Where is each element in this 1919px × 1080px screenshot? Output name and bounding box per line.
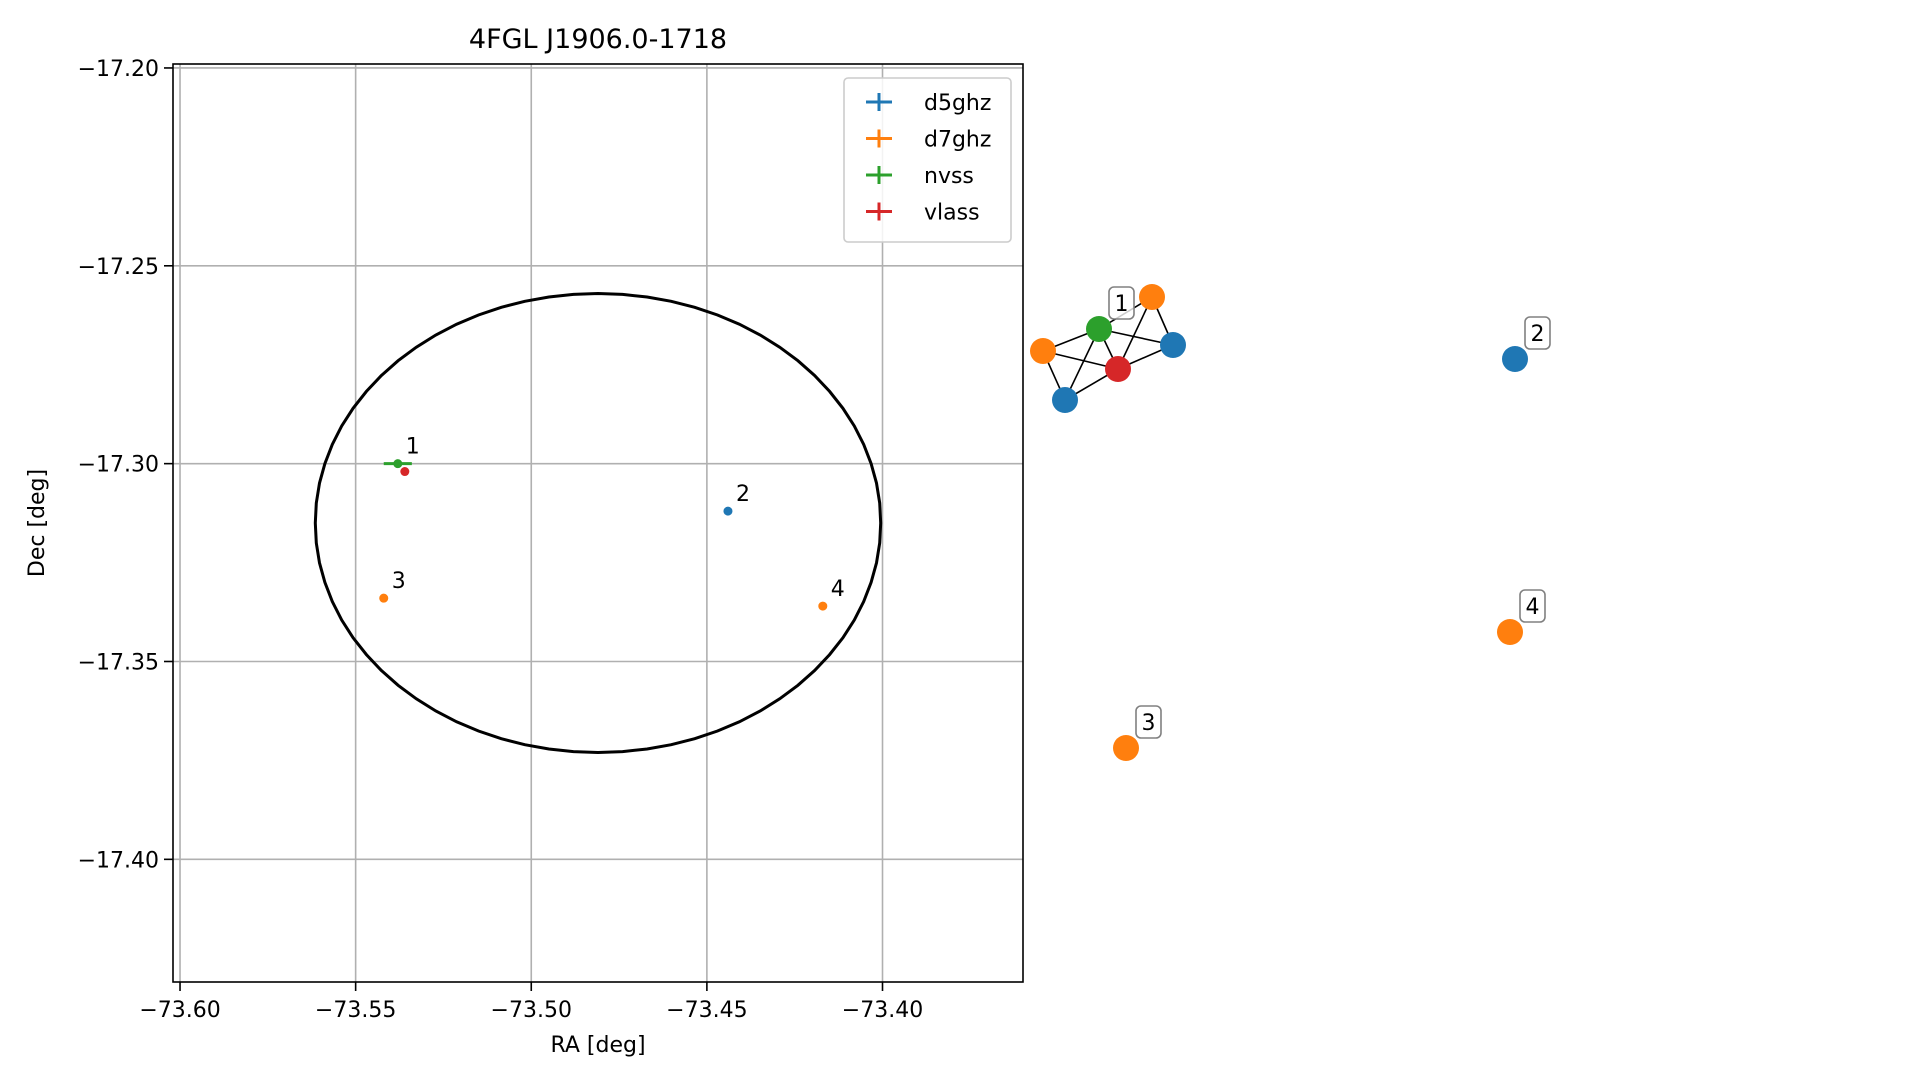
network-node (1139, 284, 1165, 310)
localization-ellipse (313, 291, 883, 755)
x-axis-label: RA [deg] (550, 1033, 645, 1058)
legend: d5ghz d7ghz nvss vlass (843, 77, 1012, 243)
legend-box (843, 77, 1012, 243)
x-tick-label: −73.45 (666, 998, 747, 1023)
point-labels: 2 3 4 1 (392, 435, 845, 602)
d5ghz-point (723, 506, 733, 516)
network-node (1160, 332, 1186, 358)
network-node (1497, 619, 1523, 645)
network-node (1030, 338, 1056, 364)
node-label: 3 (1142, 711, 1156, 736)
network-node (1502, 346, 1528, 372)
vlass-point (400, 467, 410, 477)
x-tick-label: −73.55 (315, 998, 396, 1023)
node-label: 1 (1115, 292, 1129, 317)
network-node (1052, 387, 1078, 413)
y-tick-label: −17.25 (78, 255, 159, 280)
d7ghz-point (379, 593, 389, 603)
network-nodes (1030, 284, 1528, 761)
point-label: 1 (406, 435, 420, 460)
x-tick-label: −73.50 (491, 998, 572, 1023)
node-label-box (1108, 286, 1135, 320)
point-label: 3 (392, 569, 406, 594)
grid (173, 64, 1023, 982)
x-tick-label: −73.60 (139, 998, 220, 1023)
point-label: 2 (736, 482, 750, 507)
node-label-box (1135, 705, 1162, 739)
node-label-box (1519, 589, 1546, 623)
x-ticks: −73.60 −73.55 −73.50 −73.45 −73.40 (139, 982, 923, 1023)
plot-frame (172, 63, 1024, 983)
y-ticks: −17.20 −17.25 −17.30 −17.35 −17.40 (78, 57, 173, 873)
network-edge (1064, 328, 1100, 401)
scatter-plot: 2 3 4 1 −73.60 −73.55 −73.50 −73.45 −73.40 −17.… (25, 24, 1024, 1058)
y-axis-label: Dec [deg] (25, 469, 50, 577)
node-label: 4 (1526, 595, 1540, 620)
y-tick-label: −17.35 (78, 650, 159, 675)
legend-entry-d7ghz: d7ghz (924, 128, 991, 153)
y-tick-label: −17.40 (78, 848, 159, 873)
node-label: 2 (1531, 322, 1545, 347)
network-edges (1042, 296, 1174, 401)
network-node (1113, 735, 1139, 761)
y-tick-label: −17.30 (78, 453, 159, 478)
nvss-point (393, 459, 403, 469)
network-node (1086, 316, 1112, 342)
d7ghz-point (818, 601, 828, 611)
legend-entry-vlass: vlass (924, 201, 980, 226)
legend-entry-nvss: nvss (924, 164, 974, 189)
chart-title: 4FGL J1906.0-1718 (469, 24, 727, 55)
data-points (379, 459, 828, 611)
node-label-box (1524, 316, 1551, 350)
point-label: 4 (831, 577, 845, 602)
legend-entry-d5ghz: d5ghz (924, 91, 991, 116)
network-node (1105, 356, 1131, 382)
y-tick-label: −17.20 (78, 57, 159, 82)
network-edge (1117, 296, 1153, 370)
network-graph: 1 2 4 3 (1030, 284, 1551, 761)
x-tick-label: −73.40 (842, 998, 923, 1023)
network-node-labels: 1 2 4 3 (1108, 286, 1551, 739)
